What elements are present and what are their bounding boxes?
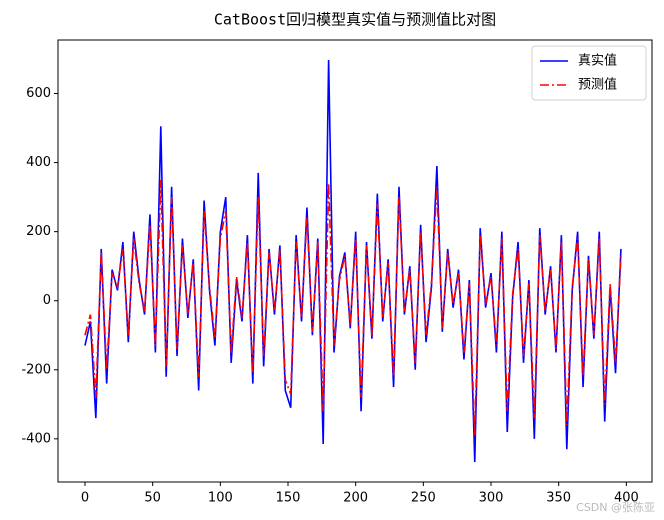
x-tick-label: 350 xyxy=(546,491,571,506)
legend-label: 真实值 xyxy=(578,53,617,69)
series-line xyxy=(84,179,622,436)
y-tick-label: -200 xyxy=(21,362,51,377)
y-tick-label: 600 xyxy=(26,86,51,101)
y-tick-label: -400 xyxy=(21,431,51,446)
plot-frame xyxy=(57,39,653,483)
legend-label: 预测值 xyxy=(578,77,617,93)
y-tick-label: 0 xyxy=(43,293,51,308)
y-tick-label: 200 xyxy=(26,224,51,239)
x-tick-label: 50 xyxy=(144,491,161,506)
y-tick-label: 400 xyxy=(26,155,51,170)
watermark: CSDN @张陈亚 xyxy=(576,500,655,514)
x-tick-label: 300 xyxy=(479,491,504,506)
x-tick-label: 0 xyxy=(81,491,89,506)
x-tick-label: 400 xyxy=(614,491,639,506)
x-tick-label: 200 xyxy=(343,491,368,506)
chart-title: CatBoost回归模型真实值与预测值比对图 xyxy=(214,11,496,29)
legend-box xyxy=(531,45,647,101)
x-tick-label: 150 xyxy=(276,491,301,506)
x-tick-label: 100 xyxy=(208,491,233,506)
x-tick-label: 250 xyxy=(411,491,436,506)
series-line xyxy=(84,60,622,462)
